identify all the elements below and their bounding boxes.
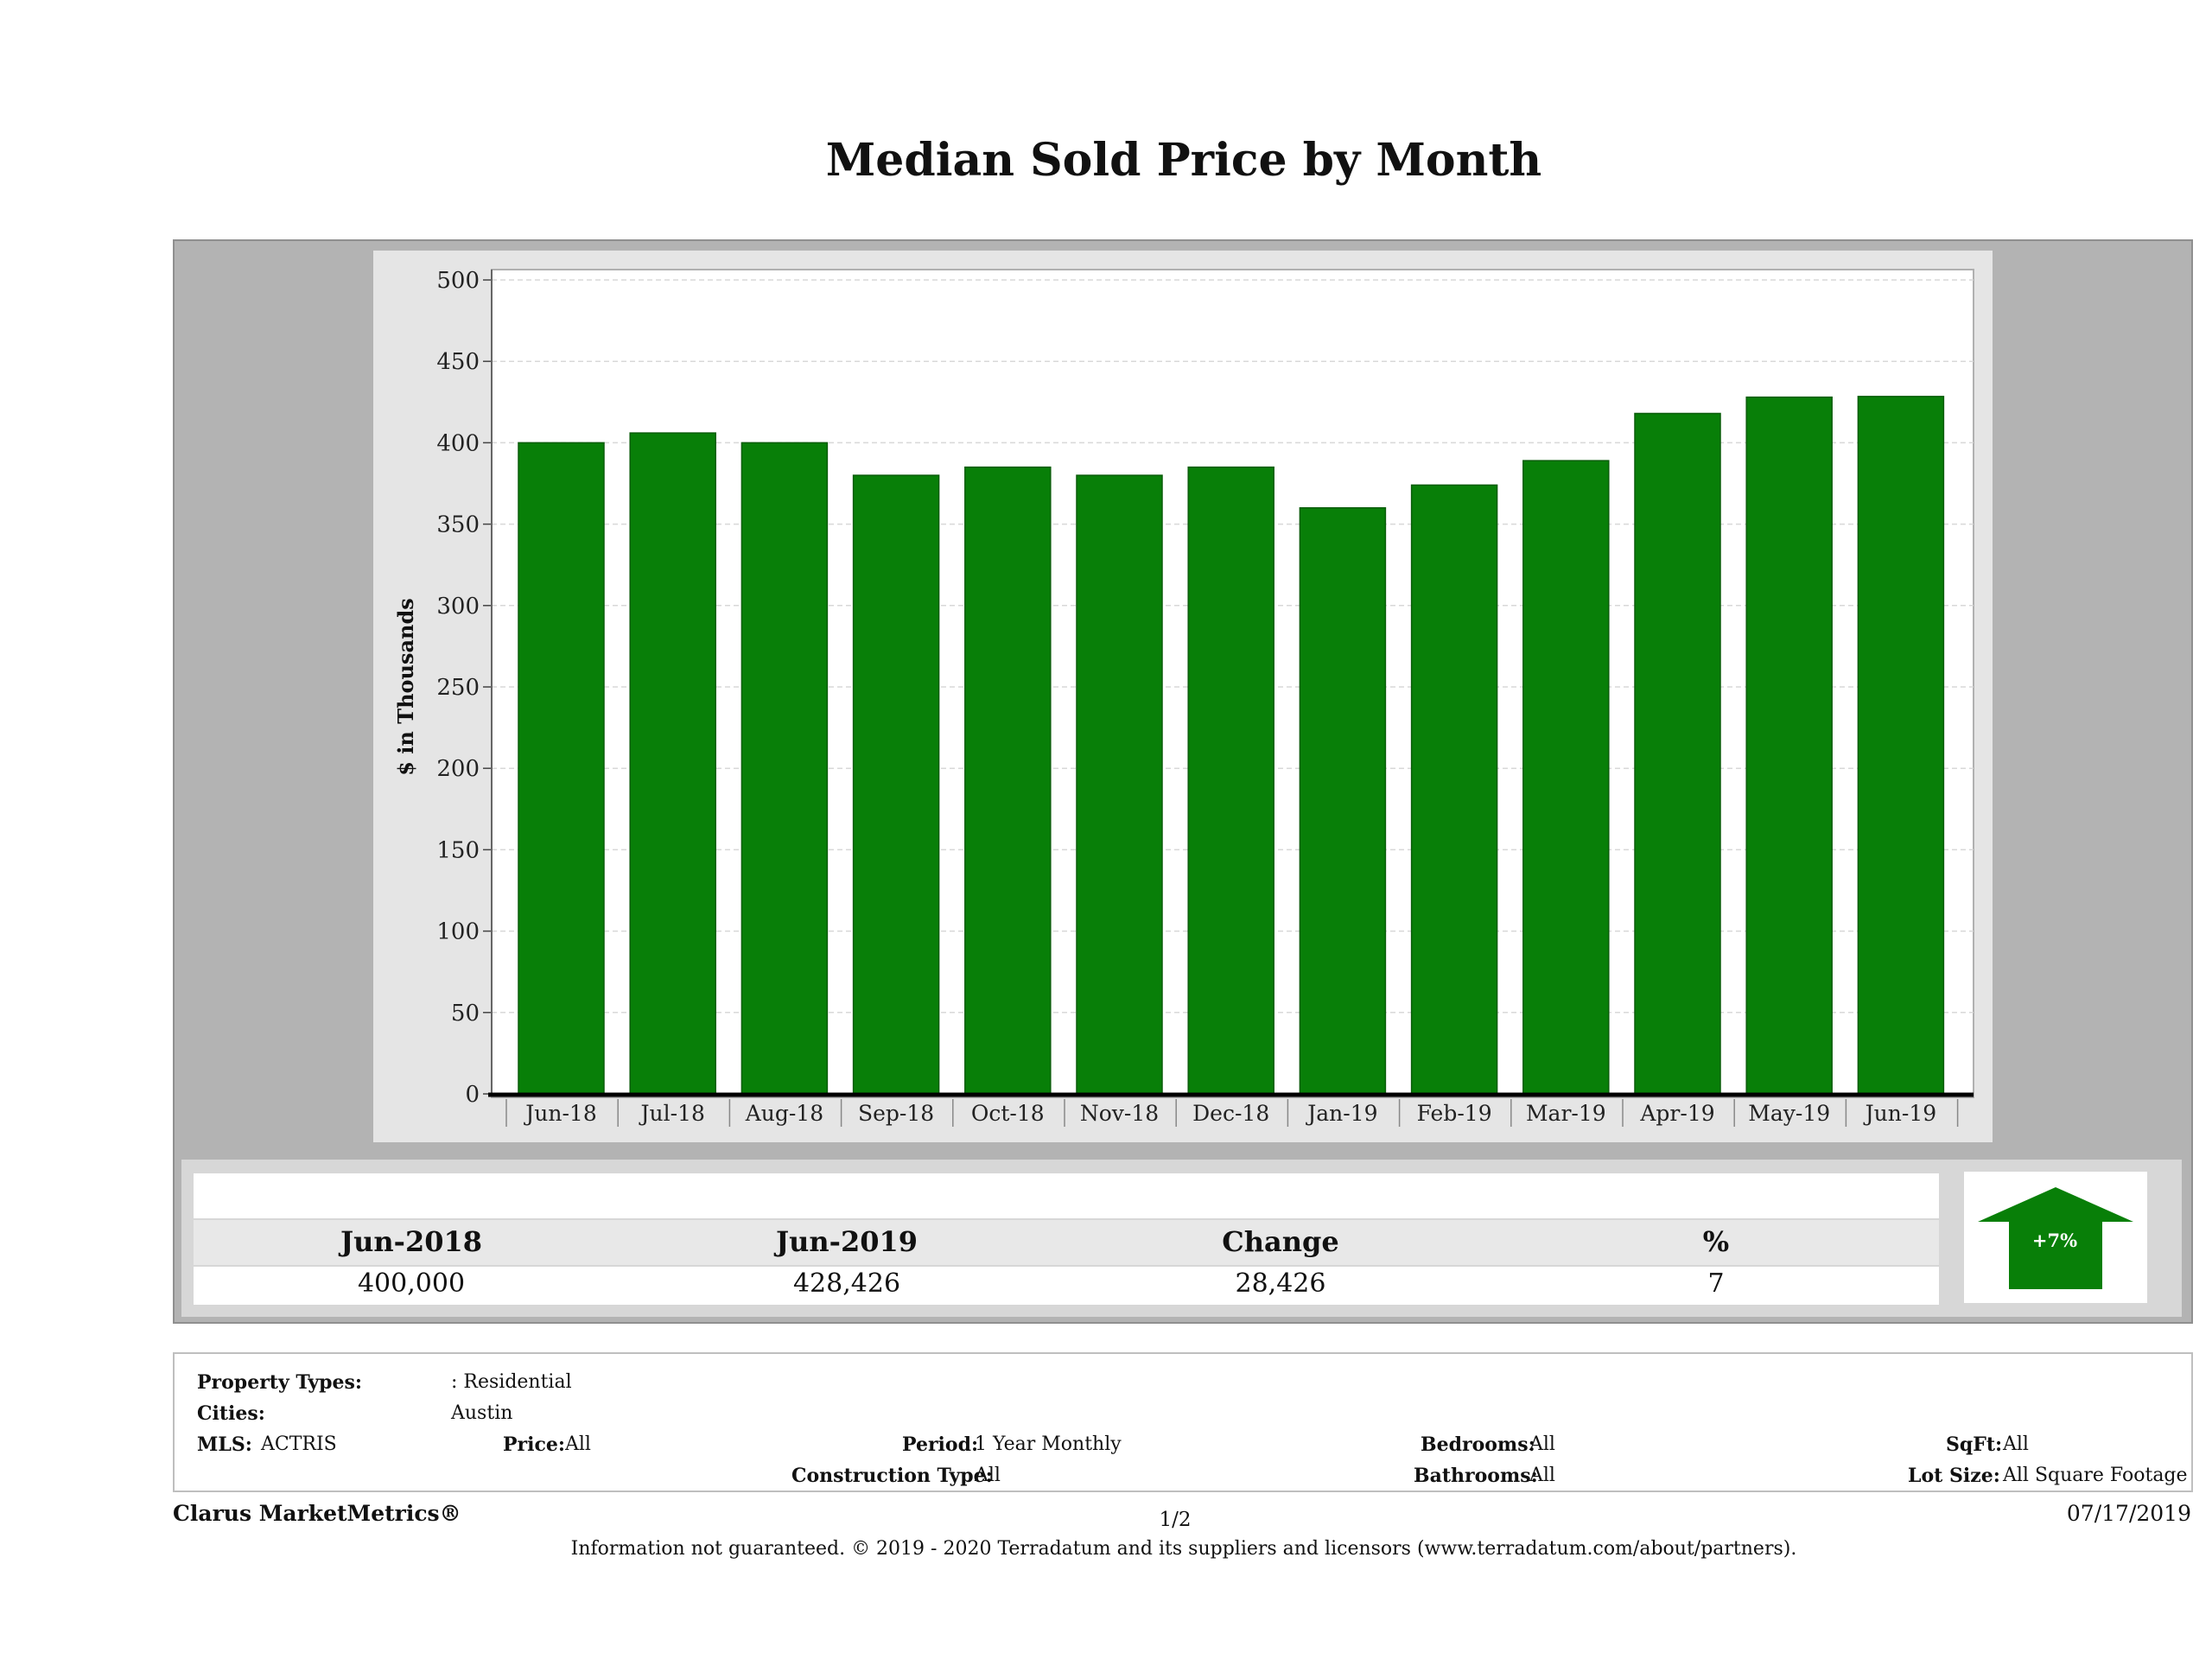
summary-spacer	[194, 1173, 1939, 1218]
bathrooms-label: Bathrooms:	[1414, 1465, 1538, 1487]
price-value: All	[565, 1433, 591, 1455]
bar	[518, 442, 605, 1095]
price-label: Price:	[503, 1433, 566, 1456]
x-tick-label: May-19	[1748, 1101, 1830, 1126]
bathrooms-value: All	[1529, 1465, 1555, 1486]
bar	[741, 442, 829, 1095]
lot-size-label: Lot Size:	[1908, 1465, 2000, 1487]
bar	[629, 432, 716, 1095]
change-indicator-label: +7%	[2031, 1230, 2078, 1251]
x-tick-label: Apr-19	[1639, 1101, 1714, 1126]
chart-title: Median Sold Price by Month	[825, 134, 1542, 187]
period-label: Period:	[902, 1433, 979, 1456]
bedrooms-value: All	[1529, 1433, 1555, 1455]
bar	[852, 474, 940, 1095]
summary-value-end: 428,426	[792, 1268, 901, 1299]
summary-header-end: Jun-2019	[775, 1225, 918, 1258]
x-tick-label: Oct-18	[971, 1101, 1045, 1126]
x-tick-label: Jul-18	[639, 1101, 705, 1126]
up-arrow-icon	[1978, 1187, 2133, 1289]
y-tick-label: 500	[436, 268, 480, 294]
summary-value-change: 28,426	[1235, 1268, 1326, 1299]
bar	[1634, 412, 1721, 1095]
brand-name: Clarus MarketMetrics®	[173, 1501, 461, 1526]
property-types-label: Property Types:	[197, 1371, 363, 1394]
summary-value-start: 400,000	[357, 1268, 466, 1299]
y-tick-label: 300	[436, 594, 480, 620]
sqft-value: All	[2003, 1433, 2029, 1455]
up-arrow-shape	[1978, 1187, 2133, 1289]
y-tick-label: 150	[436, 837, 480, 863]
construction-type-value: All	[975, 1465, 1001, 1486]
y-tick-label: 350	[436, 512, 480, 538]
y-tick-label: 200	[436, 756, 480, 782]
sqft-label: SqFt:	[1946, 1433, 2003, 1456]
bar	[1076, 474, 1163, 1095]
x-tick-label: Aug-18	[745, 1101, 823, 1126]
property-types-value: : Residential	[451, 1371, 572, 1393]
y-tick-label: 100	[436, 919, 480, 945]
mls-value: ACTRIS	[261, 1433, 337, 1455]
bar	[964, 466, 1052, 1095]
bar	[1745, 396, 1833, 1095]
summary-value-row	[194, 1267, 1939, 1305]
y-tick-label: 400	[436, 430, 480, 456]
cities-label: Cities:	[197, 1402, 265, 1425]
page-number: 1/2	[1159, 1509, 1192, 1531]
x-tick-label: Nov-18	[1080, 1101, 1159, 1126]
criteria-panel: Property Types: : Residential Cities: Au…	[173, 1352, 2193, 1492]
x-tick-label: Sep-18	[858, 1101, 934, 1126]
x-tick-label: Jan-19	[1305, 1101, 1377, 1126]
x-tick-label: Feb-19	[1417, 1101, 1492, 1126]
report-date: 07/17/2019	[2066, 1501, 2191, 1526]
summary-header-percent: %	[1702, 1225, 1730, 1258]
y-tick-label: 50	[451, 1001, 480, 1027]
summary-value-percent: 7	[1707, 1268, 1725, 1299]
x-tick-label: Jun-19	[1863, 1101, 1936, 1126]
y-axis-label: $ in Thousands	[393, 598, 418, 776]
change-indicator-box	[1964, 1172, 2147, 1303]
construction-type-label: Construction Type:	[791, 1465, 993, 1487]
lot-size-value: All Square Footage	[2003, 1465, 2188, 1486]
chart-area: 0 50 100 150 200 250 300 350 400 450 500 $ in Thous…	[373, 251, 1993, 1142]
y-tick-label: 450	[436, 349, 480, 375]
bar	[1187, 466, 1274, 1095]
x-tick-label: Dec-18	[1192, 1101, 1269, 1126]
bedrooms-label: Bedrooms:	[1421, 1433, 1535, 1456]
x-tick-label: Mar-19	[1526, 1101, 1606, 1126]
mls-label: MLS:	[197, 1433, 252, 1456]
disclaimer: Information not guaranteed. © 2019 - 202…	[570, 1538, 1797, 1560]
y-tick-label: 0	[465, 1082, 480, 1108]
bar	[1522, 460, 1610, 1095]
summary-header-start: Jun-2018	[340, 1225, 482, 1258]
y-tick-label: 250	[436, 675, 480, 701]
x-tick-label: Jun-18	[523, 1101, 596, 1126]
summary-header-change: Change	[1222, 1225, 1339, 1258]
cities-value: Austin	[451, 1402, 513, 1424]
bar	[1410, 484, 1498, 1095]
bar	[1299, 507, 1387, 1095]
bar	[1857, 396, 1945, 1095]
summary-header-row	[194, 1220, 1939, 1265]
period-value: 1 Year Monthly	[975, 1433, 1122, 1455]
bar-chart: 0 50 100 150 200 250 300 350 400 450 500 $ in Thous…	[393, 268, 1974, 1127]
